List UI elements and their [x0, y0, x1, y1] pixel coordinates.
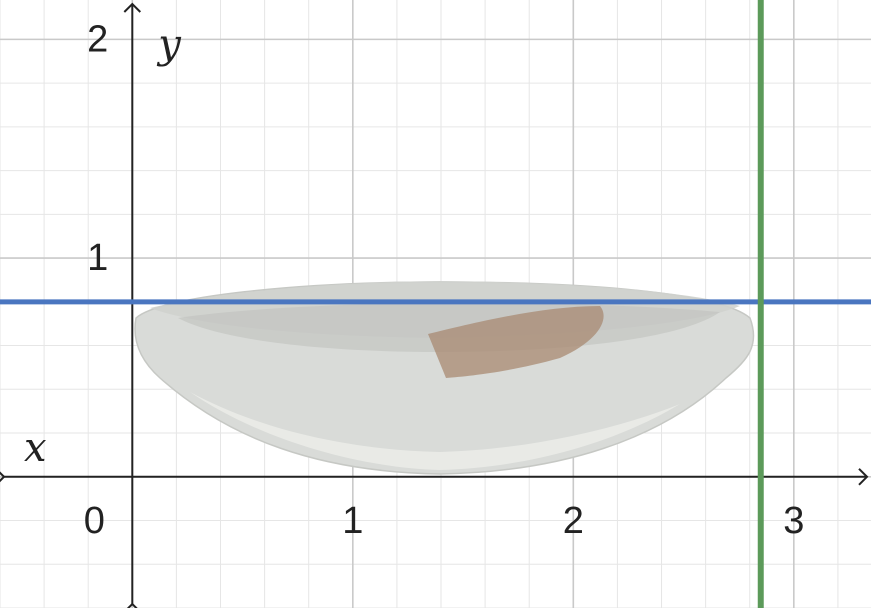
x-tick-label: 0: [84, 500, 105, 542]
y-tick-label: 2: [87, 18, 108, 60]
x-tick-label: 1: [342, 500, 363, 542]
bowl-photo: [134, 281, 755, 475]
x-tick-label: 3: [783, 500, 804, 542]
x-axis-label: x: [24, 425, 47, 471]
x-tick-label: 2: [563, 500, 584, 542]
bowl-reflection: [428, 306, 604, 378]
y-tick-label: 1: [87, 237, 108, 279]
y-axis-label: y: [156, 21, 182, 67]
bowl-highlight: [190, 392, 680, 470]
